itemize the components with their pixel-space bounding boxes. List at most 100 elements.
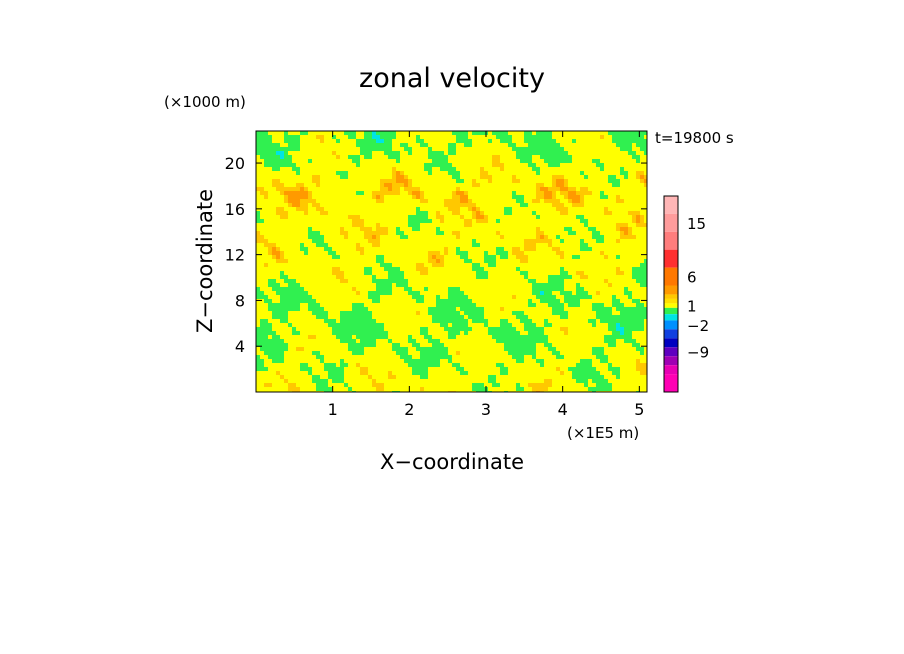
contour-cell bbox=[468, 259, 473, 264]
contour-cell bbox=[336, 139, 341, 144]
contour-cell bbox=[292, 295, 297, 300]
contour-cell bbox=[272, 287, 277, 292]
contour-cell bbox=[260, 259, 265, 264]
contour-cell bbox=[604, 311, 609, 316]
contour-cell bbox=[492, 235, 497, 240]
contour-cell bbox=[480, 195, 485, 200]
contour-cell bbox=[468, 175, 473, 180]
contour-cell bbox=[428, 303, 433, 308]
contour-cell bbox=[296, 243, 301, 248]
contour-cell bbox=[376, 315, 381, 320]
contour-cell bbox=[416, 187, 421, 192]
contour-cell bbox=[288, 287, 293, 292]
contour-cell bbox=[496, 135, 501, 140]
contour-cell bbox=[572, 251, 577, 256]
contour-cell bbox=[388, 131, 393, 136]
contour-cell bbox=[516, 299, 521, 304]
contour-cell bbox=[420, 259, 425, 264]
contour-cell bbox=[460, 191, 465, 196]
contour-cell bbox=[492, 211, 497, 216]
contour-cell bbox=[476, 183, 481, 188]
contour-cell bbox=[504, 279, 509, 284]
contour-cell bbox=[540, 199, 545, 204]
contour-cell bbox=[496, 155, 501, 160]
contour-cell bbox=[424, 331, 429, 336]
contour-cell bbox=[572, 219, 577, 224]
contour-cell bbox=[464, 259, 469, 264]
contour-cell bbox=[308, 147, 313, 152]
contour-cell bbox=[296, 311, 301, 316]
contour-cell bbox=[576, 135, 581, 140]
contour-cell bbox=[292, 315, 297, 320]
contour-cell bbox=[420, 207, 425, 212]
contour-cell bbox=[536, 259, 541, 264]
contour-cell bbox=[460, 235, 465, 240]
contour-cell bbox=[600, 155, 605, 160]
contour-cell bbox=[280, 259, 285, 264]
contour-cell bbox=[280, 135, 285, 140]
contour-cell bbox=[600, 323, 605, 328]
contour-cell bbox=[604, 267, 609, 272]
contour-cell bbox=[360, 299, 365, 304]
contour-cell bbox=[524, 271, 529, 276]
contour-cell bbox=[360, 279, 365, 284]
contour-cell bbox=[256, 187, 261, 192]
contour-cell bbox=[300, 211, 305, 216]
contour-cell bbox=[460, 167, 465, 172]
contour-cell bbox=[596, 183, 601, 188]
contour-cell bbox=[348, 223, 353, 228]
contour-cell bbox=[316, 283, 321, 288]
contour-cell bbox=[340, 175, 345, 180]
contour-cell bbox=[596, 211, 601, 216]
contour-cell bbox=[560, 251, 565, 256]
contour-cell bbox=[356, 219, 361, 224]
contour-cell bbox=[260, 131, 265, 136]
contour-cell bbox=[576, 223, 581, 228]
contour-cell bbox=[616, 239, 621, 244]
contour-cell bbox=[284, 235, 289, 240]
contour-cell bbox=[400, 135, 405, 140]
contour-cell bbox=[596, 215, 601, 220]
contour-cell bbox=[276, 195, 281, 200]
contour-cell bbox=[348, 163, 353, 168]
contour-cell bbox=[308, 247, 313, 252]
contour-cell bbox=[452, 271, 457, 276]
contour-cell bbox=[624, 279, 629, 284]
contour-cell bbox=[444, 223, 449, 228]
contour-cell bbox=[316, 143, 321, 148]
contour-cell bbox=[436, 139, 441, 144]
contour-cell bbox=[284, 319, 289, 324]
contour-cell bbox=[456, 163, 461, 168]
contour-cell bbox=[380, 271, 385, 276]
contour-cell bbox=[336, 255, 341, 260]
contour-cell bbox=[508, 323, 513, 328]
contour-cell bbox=[392, 255, 397, 260]
contour-cell bbox=[344, 179, 349, 184]
contour-cell bbox=[520, 147, 525, 152]
contour-cell bbox=[348, 135, 353, 140]
contour-cell bbox=[596, 291, 601, 296]
contour-cell bbox=[416, 275, 421, 280]
contour-cell bbox=[620, 203, 625, 208]
contour-cell bbox=[528, 263, 533, 268]
contour-cell bbox=[460, 203, 465, 208]
contour-cell bbox=[296, 203, 301, 208]
contour-cell bbox=[288, 207, 293, 212]
contour-cell bbox=[508, 199, 513, 204]
contour-cell bbox=[640, 151, 645, 156]
contour-cell bbox=[628, 135, 633, 140]
contour-cell bbox=[268, 271, 273, 276]
contour-cell bbox=[412, 255, 417, 260]
contour-cell bbox=[424, 219, 429, 224]
contour-cell bbox=[328, 183, 333, 188]
contour-cell bbox=[408, 303, 413, 308]
contour-cell bbox=[316, 287, 321, 292]
contour-cell bbox=[416, 207, 421, 212]
contour-cell bbox=[464, 215, 469, 220]
contour-cell bbox=[512, 251, 517, 256]
contour-cell bbox=[512, 255, 517, 260]
contour-cell bbox=[352, 135, 357, 140]
contour-cell bbox=[612, 303, 617, 308]
contour-cell bbox=[404, 311, 409, 316]
contour-cell bbox=[264, 331, 269, 336]
